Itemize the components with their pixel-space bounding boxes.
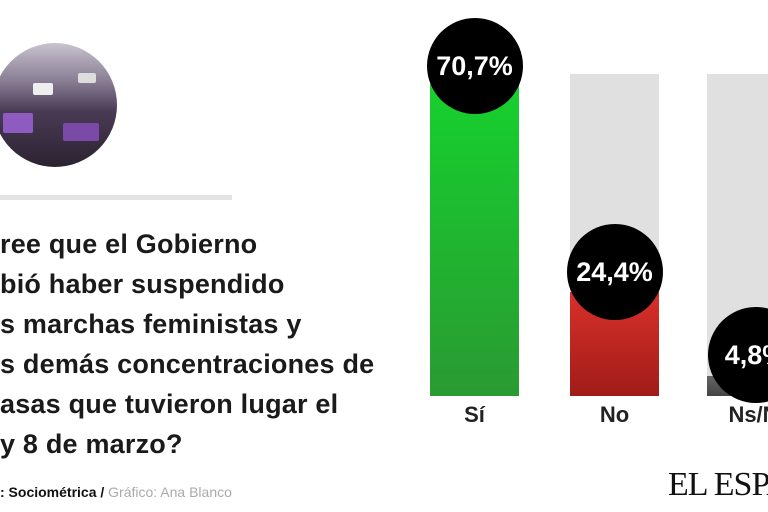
- question-line: asas que tuvieron lugar el: [0, 389, 339, 419]
- category-label: No: [599, 402, 630, 427]
- question-line: ree que el Gobierno: [0, 229, 258, 259]
- category-label: Ns/N: [728, 402, 768, 427]
- credit: Gráfico: Ana Blanco: [108, 484, 232, 500]
- separator: /: [96, 484, 109, 500]
- value-label: 24,4%: [566, 224, 663, 320]
- bar-track: [430, 74, 519, 396]
- logo: EL ESPA: [668, 466, 768, 503]
- question: ree que el Gobierno bió haber suspendido…: [0, 224, 374, 464]
- category-label: Sí: [464, 402, 485, 427]
- divider: [0, 195, 232, 200]
- question-line: s marchas feministas y: [0, 309, 302, 339]
- question-line: s demás concentraciones de: [0, 349, 375, 379]
- source-label: : Sociométrica: [0, 484, 97, 500]
- protest-photo: [0, 43, 117, 167]
- question-line: bió haber suspendido: [0, 269, 285, 299]
- value-label: 70,7%: [426, 18, 523, 114]
- question-line: y 8 de marzo?: [0, 429, 183, 459]
- bar: [430, 84, 519, 396]
- source: : Sociométrica / Gráfico: Ana Blanco: [0, 484, 232, 500]
